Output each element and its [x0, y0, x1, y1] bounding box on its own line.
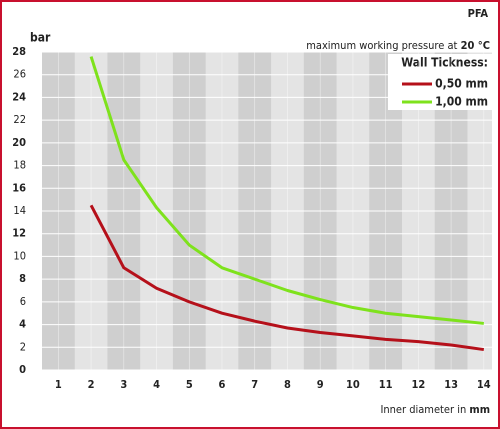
y-tick-label: 16: [12, 181, 26, 194]
x-label-bold: mm: [469, 403, 490, 416]
y-tick-label: 10: [13, 249, 26, 262]
series-line: [89, 204, 485, 352]
series-line: [89, 56, 484, 325]
y-axis-label: bar: [30, 31, 51, 45]
x-tick-label: 3: [120, 378, 127, 391]
y-tick-label: 12: [12, 227, 26, 240]
legend-label: 1,00 mm: [435, 95, 488, 109]
x-tick-label: 2: [88, 378, 95, 391]
x-tick-label: 9: [317, 378, 324, 391]
x-tick-label: 11: [379, 378, 393, 391]
y-tick-label: 4: [19, 318, 26, 331]
x-tick-label: 10: [346, 378, 360, 391]
x-tick-label: 13: [444, 378, 458, 391]
x-tick-label: 8: [284, 378, 291, 391]
x-label-text: Inner diameter in: [380, 403, 469, 416]
x-tick-label: 6: [219, 378, 226, 391]
y-tick-label: 2: [20, 340, 26, 353]
x-tick-label: 7: [251, 378, 258, 391]
y-tick-label: 6: [20, 295, 26, 308]
x-tick-label: 5: [186, 378, 193, 391]
y-tick-label: 24: [12, 90, 26, 103]
x-tick-label: 1: [55, 378, 62, 391]
y-tick-label: 20: [12, 136, 26, 149]
x-axis-label: Inner diameter in mm: [380, 403, 490, 416]
legend-label: 0,50 mm: [435, 77, 488, 91]
x-tick-label: 12: [411, 378, 425, 391]
subtitle-text: maximum working pressure at: [306, 39, 460, 52]
legend-title: Wall Tickness:: [401, 56, 488, 70]
subtitle: maximum working pressure at 20 °C: [306, 39, 490, 52]
subtitle-bold: 20 °C: [461, 39, 490, 52]
y-tick-label: 18: [13, 159, 26, 172]
x-tick-label: 4: [153, 378, 160, 391]
y-tick-label: 8: [19, 272, 26, 285]
x-tick-label: 14: [477, 378, 491, 391]
y-tick-label: 0: [19, 363, 26, 376]
y-tick-label: 26: [13, 68, 26, 81]
y-tick-label: 22: [13, 113, 26, 126]
y-tick-label: 28: [12, 45, 26, 58]
chart-title: PFA: [468, 7, 489, 20]
y-tick-label: 14: [13, 204, 26, 217]
